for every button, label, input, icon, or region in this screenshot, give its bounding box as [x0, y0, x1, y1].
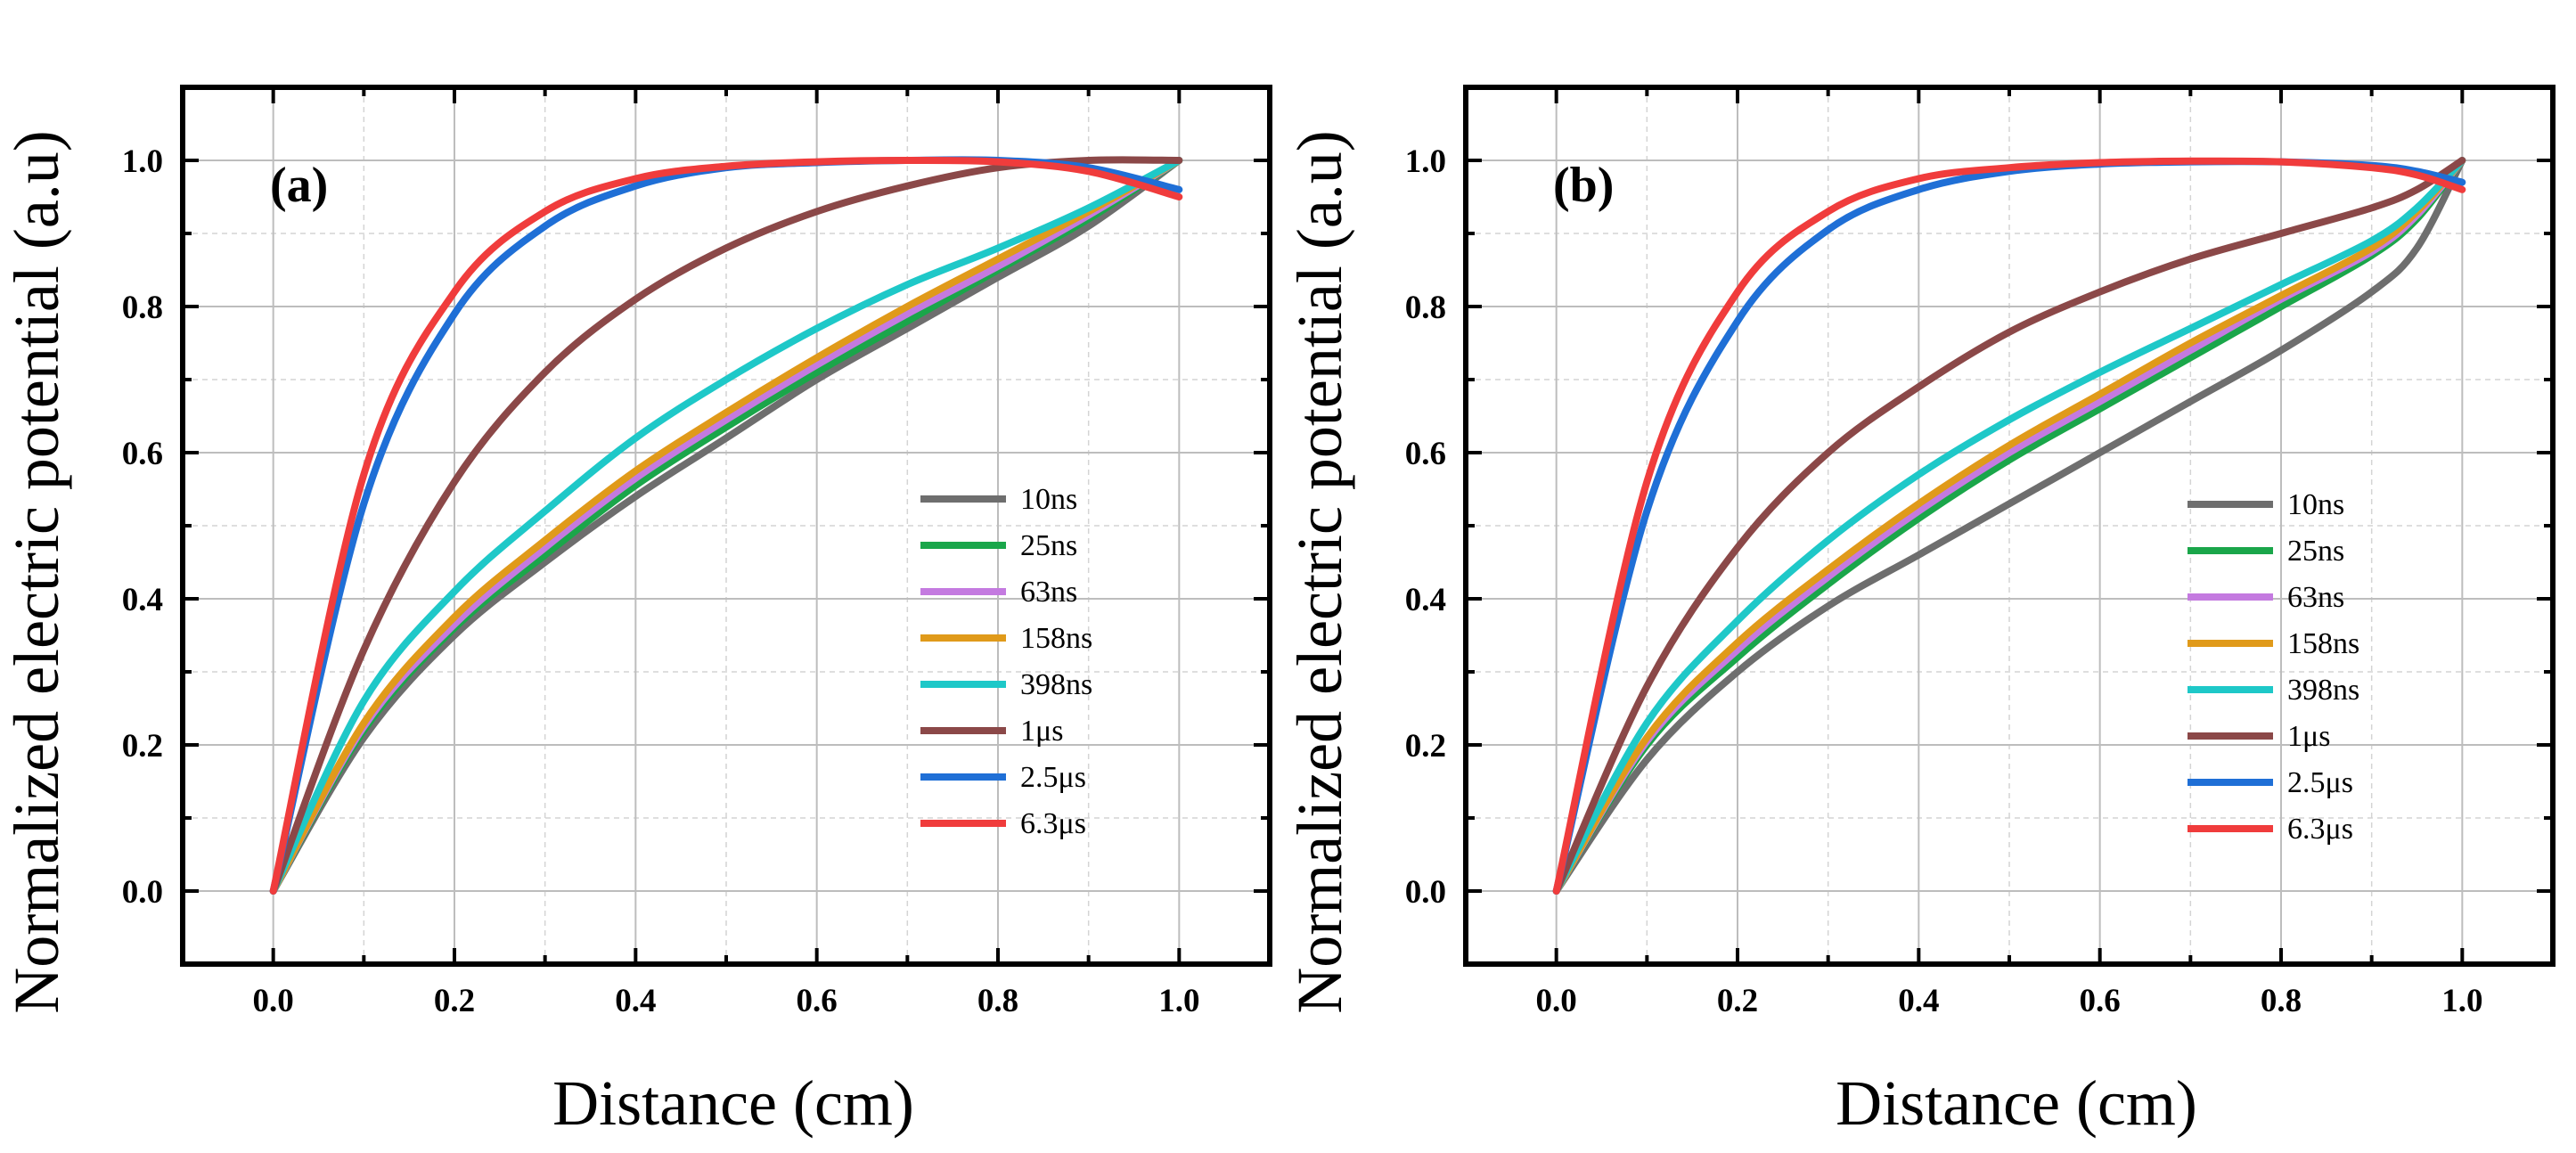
series-line-6.3μs [1552, 157, 2466, 895]
legend-label-6.3μs: 6.3μs [1020, 807, 1086, 840]
y-tick-label: 1.0 [1405, 143, 1446, 180]
y-tick-label: 0.6 [122, 436, 163, 472]
series-line-1μs [269, 156, 1183, 895]
legend-label-63ns: 63ns [2287, 581, 2344, 614]
legend-label-63ns: 63ns [1020, 576, 1077, 609]
series-lines [269, 156, 1183, 895]
minor-gridlines [182, 86, 1271, 965]
y-tick-label: 0.2 [1405, 728, 1446, 765]
legend-label-398ns: 398ns [1020, 668, 1092, 701]
legend-label-158ns: 158ns [2287, 627, 2359, 660]
major-gridlines [183, 87, 1270, 964]
legend-label-6.3μs: 6.3μs [2287, 813, 2353, 846]
legend-label-10ns: 10ns [2287, 488, 2344, 521]
panel-label: (a) [270, 158, 328, 213]
series-line-10ns [269, 157, 1183, 895]
axis-ticks [1464, 86, 2555, 966]
x-tick-label: 0.6 [797, 983, 838, 1019]
y-tick-label: 0.8 [1405, 290, 1446, 326]
legend-label-158ns: 158ns [1020, 622, 1092, 655]
panel-label: (b) [1553, 158, 1614, 213]
series-line-6.3μs [269, 156, 1183, 895]
x-tick-label: 1.0 [2441, 983, 2482, 1019]
series-line-398ns [1552, 157, 2466, 895]
y-axis-title: Normalized electric potential (a.u) [1284, 130, 1355, 1014]
x-axis-title: Distance (cm) [552, 1067, 914, 1139]
series-line-398ns [269, 157, 1183, 895]
series-line-1μs [1552, 157, 2466, 895]
legend-label-1μs: 1μs [1020, 715, 1063, 748]
x-tick-label: 0.4 [1898, 983, 1939, 1019]
major-gridlines [1466, 87, 2553, 964]
legend-label-25ns: 25ns [1020, 529, 1077, 562]
y-tick-label: 0.2 [122, 728, 163, 765]
y-tick-label: 0.0 [122, 874, 163, 911]
series-line-158ns [269, 157, 1183, 895]
legend-label-2.5μs: 2.5μs [2287, 766, 2353, 799]
legend-label-25ns: 25ns [2287, 535, 2344, 568]
x-tick-label: 0.8 [977, 983, 1018, 1019]
series-line-158ns [1552, 157, 2466, 895]
legend-label-10ns: 10ns [1020, 483, 1077, 516]
legend: 10ns 25ns 63ns 158ns 398ns 1μs 2.5μs 6.3μs [920, 483, 1092, 840]
x-tick-label: 0.2 [434, 983, 475, 1019]
y-tick-label: 1.0 [122, 143, 163, 180]
axis-ticks [181, 86, 1272, 966]
x-tick-label: 0.0 [253, 983, 294, 1019]
minor-gridlines [1465, 86, 2554, 965]
panel-b: 0.0 0.2 0.4 0.6 0.8 1.0 0.0 0.2 0.4 0.6 0.8 1.0 Dist… [1284, 85, 2556, 1139]
legend-label-2.5μs: 2.5μs [1020, 761, 1086, 794]
x-tick-label: 0.6 [2080, 983, 2121, 1019]
x-tick-label: 0.0 [1536, 983, 1577, 1019]
y-tick-label: 0.6 [1405, 436, 1446, 472]
y-tick-label: 0.8 [122, 290, 163, 326]
series-lines [1552, 157, 2466, 895]
legend: 10ns 25ns 63ns 158ns 398ns 1μs 2.5μs 6.3μs [2188, 488, 2359, 846]
y-tick-label: 0.4 [1405, 582, 1446, 618]
panel-a: 0.0 0.2 0.4 0.6 0.8 1.0 0.0 0.2 0.4 0.6 0.8 1.0 Dist… [1, 85, 1272, 1139]
legend-label-1μs: 1μs [2287, 720, 2330, 753]
y-axis-title: Normalized electric potential (a.u) [1, 130, 72, 1014]
y-tick-label: 0.4 [122, 582, 163, 618]
legend-label-398ns: 398ns [2287, 674, 2359, 707]
x-tick-label: 0.8 [2261, 983, 2302, 1019]
series-line-10ns [1552, 157, 2466, 895]
x-tick-label: 0.2 [1717, 983, 1758, 1019]
x-tick-label: 0.4 [615, 983, 656, 1019]
x-tick-label: 1.0 [1158, 983, 1199, 1019]
y-tick-label: 0.0 [1405, 874, 1446, 911]
x-axis-title: Distance (cm) [1836, 1067, 2197, 1139]
